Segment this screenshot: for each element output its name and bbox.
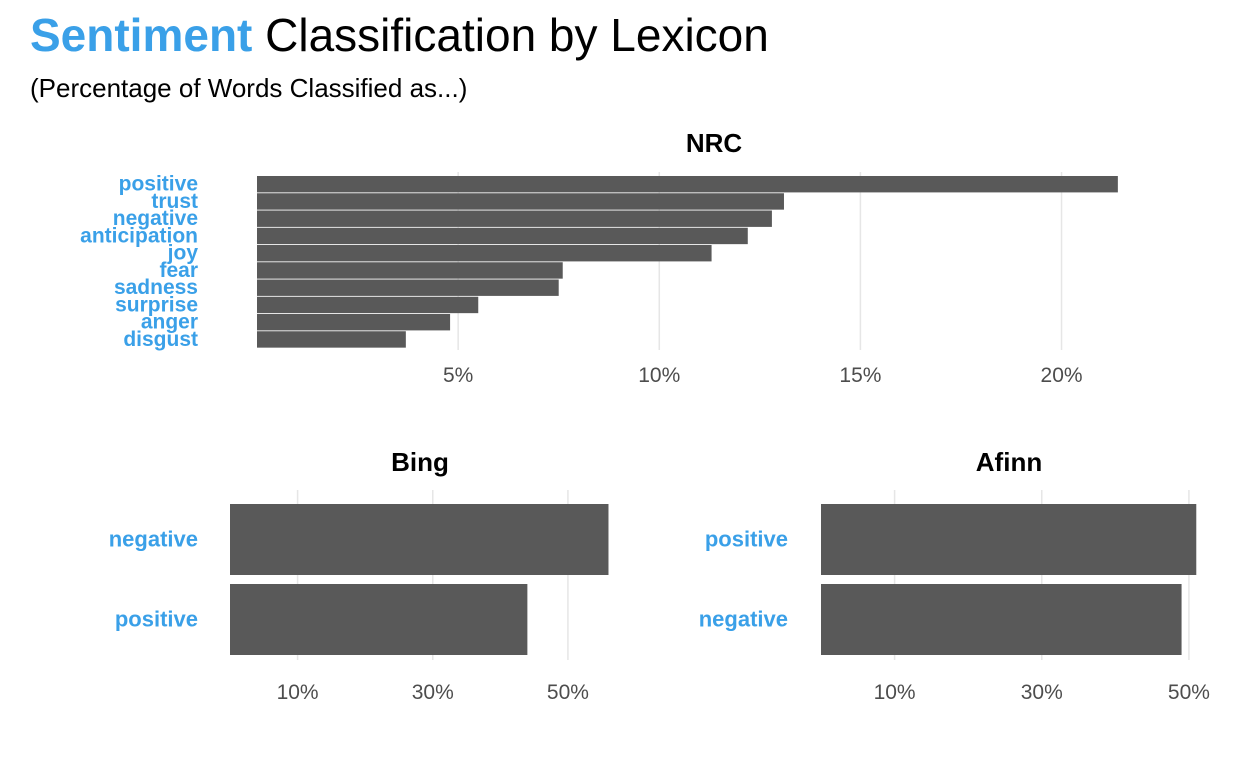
bing-tick-label: 50% <box>547 681 589 704</box>
nrc-bar-negative <box>257 210 772 227</box>
bing-bar-positive <box>230 584 528 655</box>
nrc-category-label: anticipation <box>80 224 198 247</box>
nrc-facet-title: NRC <box>686 128 743 158</box>
nrc-bar-positive <box>257 176 1118 193</box>
bing-tick-label: 10% <box>277 681 319 704</box>
nrc-bar-surprise <box>257 296 479 314</box>
bing-panel: Bing negative positive 10% 30% 50% <box>109 447 609 704</box>
bing-category-label: positive <box>115 606 198 631</box>
nrc-panel: NRC positivetrustnegativeanticipationjoyf… <box>80 128 1118 387</box>
nrc-category-label: trust <box>151 190 198 213</box>
nrc-tick-label: 10% <box>638 364 680 387</box>
nrc-bar-joy <box>257 245 712 262</box>
nrc-bar-disgust <box>257 331 406 348</box>
nrc-category-label: anger <box>141 311 198 334</box>
chart-title: Sentiment Classification by Lexicon <box>30 8 769 62</box>
nrc-tick-label: 15% <box>839 364 881 387</box>
bing-tick-label: 30% <box>412 681 454 704</box>
afinn-category-label: positive <box>705 526 788 551</box>
nrc-category-label: sadness <box>114 276 198 299</box>
nrc-bar-sadness <box>257 279 559 296</box>
chart-title-rest: Classification by Lexicon <box>252 9 769 61</box>
chart-title-accent: Sentiment <box>30 9 253 61</box>
nrc-bar-anticipation <box>257 227 748 245</box>
afinn-tick-label: 10% <box>874 681 916 704</box>
nrc-category-label: joy <box>167 242 199 265</box>
bing-category-label: negative <box>109 526 198 551</box>
nrc-bar-trust <box>257 193 784 210</box>
afinn-panel: Afinn positive negative 10% 30% 50% <box>699 447 1210 704</box>
chart-subtitle: (Percentage of Words Classified as...) <box>30 73 468 103</box>
nrc-category-label: surprise <box>115 293 198 316</box>
nrc-category-label: disgust <box>123 328 198 351</box>
nrc-bar-fear <box>257 262 563 279</box>
afinn-category-label: negative <box>699 606 788 631</box>
afinn-tick-label: 30% <box>1021 681 1063 704</box>
nrc-tick-label: 20% <box>1041 364 1083 387</box>
nrc-tick-label: 5% <box>443 364 473 387</box>
nrc-bar-anger <box>257 314 451 331</box>
afinn-tick-label: 50% <box>1168 681 1210 704</box>
nrc-category-label: fear <box>159 259 198 282</box>
afinn-facet-title: Afinn <box>976 447 1042 477</box>
nrc-category-label: positive <box>119 173 198 196</box>
bing-bar-negative <box>230 504 609 575</box>
afinn-bar-positive <box>821 504 1197 575</box>
nrc-category-label: negative <box>113 207 198 230</box>
afinn-bar-negative <box>821 584 1182 655</box>
bing-facet-title: Bing <box>391 447 449 477</box>
